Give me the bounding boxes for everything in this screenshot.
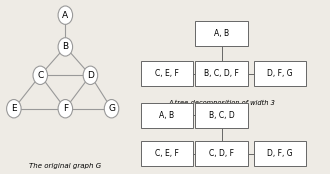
FancyBboxPatch shape <box>141 141 193 166</box>
Text: C, D, F: C, D, F <box>209 149 234 158</box>
Text: B, C, D, F: B, C, D, F <box>204 69 239 78</box>
Text: C, E, F: C, E, F <box>155 149 179 158</box>
Text: A: A <box>62 11 68 20</box>
FancyBboxPatch shape <box>195 61 248 86</box>
Circle shape <box>104 100 119 118</box>
Text: A, B: A, B <box>214 29 229 38</box>
FancyBboxPatch shape <box>195 21 248 46</box>
Text: B, C, D: B, C, D <box>209 111 234 120</box>
Text: The original graph G: The original graph G <box>29 163 101 169</box>
FancyBboxPatch shape <box>254 141 306 166</box>
Text: C, E, F: C, E, F <box>155 69 179 78</box>
Circle shape <box>58 100 73 118</box>
FancyBboxPatch shape <box>141 61 193 86</box>
Text: B: B <box>62 42 68 51</box>
Text: D: D <box>87 71 94 80</box>
Text: A, B: A, B <box>159 111 175 120</box>
Circle shape <box>7 100 21 118</box>
Circle shape <box>58 6 73 24</box>
FancyBboxPatch shape <box>141 103 193 128</box>
Text: D, F, G: D, F, G <box>267 69 293 78</box>
FancyBboxPatch shape <box>254 61 306 86</box>
Circle shape <box>83 66 98 85</box>
Text: E: E <box>11 104 17 113</box>
Circle shape <box>58 38 73 56</box>
Circle shape <box>33 66 48 85</box>
Text: F: F <box>63 104 68 113</box>
Text: C: C <box>37 71 43 80</box>
FancyBboxPatch shape <box>195 141 248 166</box>
Text: D, F, G: D, F, G <box>267 149 293 158</box>
Text: A tree-decomposition of width 3: A tree-decomposition of width 3 <box>168 100 275 106</box>
Text: G: G <box>108 104 115 113</box>
FancyBboxPatch shape <box>195 103 248 128</box>
